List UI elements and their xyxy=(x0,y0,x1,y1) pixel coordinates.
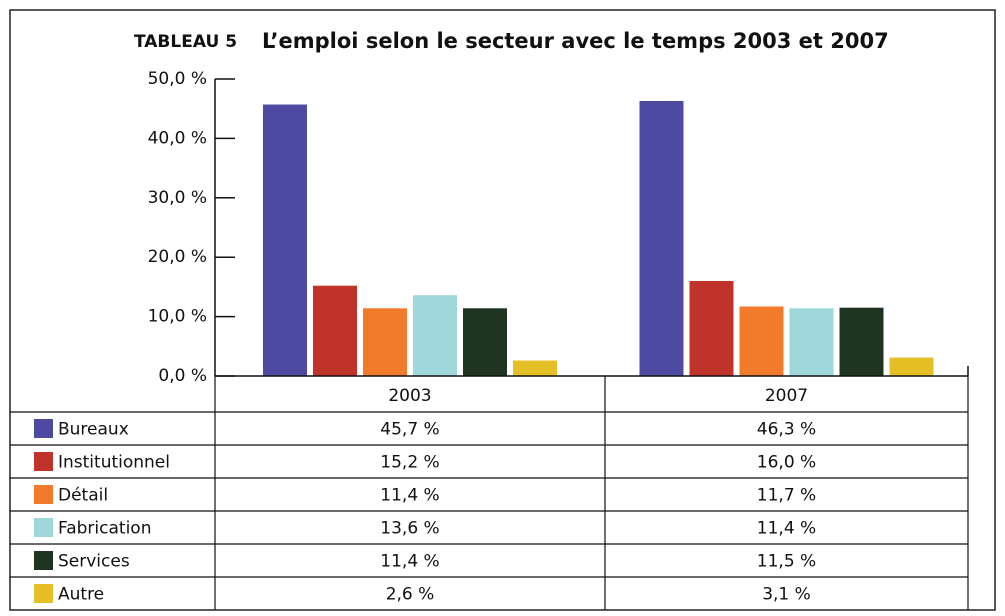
legend-label: Fabrication xyxy=(58,519,151,539)
legend-swatch xyxy=(34,452,53,471)
data-label: 16,0 % xyxy=(757,453,816,473)
data-label: 11,4 % xyxy=(380,552,439,572)
data-label: 15,2 % xyxy=(380,453,439,473)
data-label: 46,3 % xyxy=(757,420,816,440)
legend-label: Autre xyxy=(58,585,104,605)
bar xyxy=(363,308,407,376)
legend-swatch xyxy=(34,551,53,570)
y-tick-label: 0,0 % xyxy=(158,366,207,386)
bar xyxy=(463,308,507,376)
legend-label: Services xyxy=(58,552,130,572)
y-tick-label: 30,0 % xyxy=(148,188,207,208)
y-tick-label: 50,0 % xyxy=(148,69,207,89)
y-tick-label: 10,0 % xyxy=(148,307,207,327)
bar xyxy=(839,307,884,376)
y-tick-label: 20,0 % xyxy=(148,247,207,267)
legend-swatch xyxy=(34,485,53,504)
legend-swatch xyxy=(34,419,53,438)
data-label: 45,7 % xyxy=(380,420,439,440)
legend-swatch xyxy=(34,584,53,603)
data-label: 2,6 % xyxy=(386,585,435,605)
bar xyxy=(413,295,457,376)
bar xyxy=(889,357,934,376)
bar xyxy=(263,104,307,377)
bar xyxy=(313,285,357,376)
bar xyxy=(513,360,557,376)
data-label: 11,4 % xyxy=(757,519,816,539)
legend-swatch xyxy=(34,518,53,537)
data-label: 11,4 % xyxy=(380,486,439,506)
y-tick-label: 40,0 % xyxy=(148,128,207,148)
data-label: 11,5 % xyxy=(757,552,816,572)
bar xyxy=(639,100,684,376)
legend-label: Institutionnel xyxy=(58,453,170,473)
data-label: 11,7 % xyxy=(757,486,816,506)
x-tick-label: 2003 xyxy=(388,386,431,406)
chart-title-label: TABLEAU 5 xyxy=(134,32,237,52)
chart-title: L’emploi selon le secteur avec le temps … xyxy=(262,29,889,53)
data-label: 13,6 % xyxy=(380,519,439,539)
data-label: 3,1 % xyxy=(762,585,811,605)
bar xyxy=(689,280,734,376)
legend-label: Bureaux xyxy=(58,420,129,440)
x-tick-label: 2007 xyxy=(765,386,808,406)
legend-label: Détail xyxy=(58,486,108,506)
bar xyxy=(789,308,834,376)
bar xyxy=(739,306,784,376)
